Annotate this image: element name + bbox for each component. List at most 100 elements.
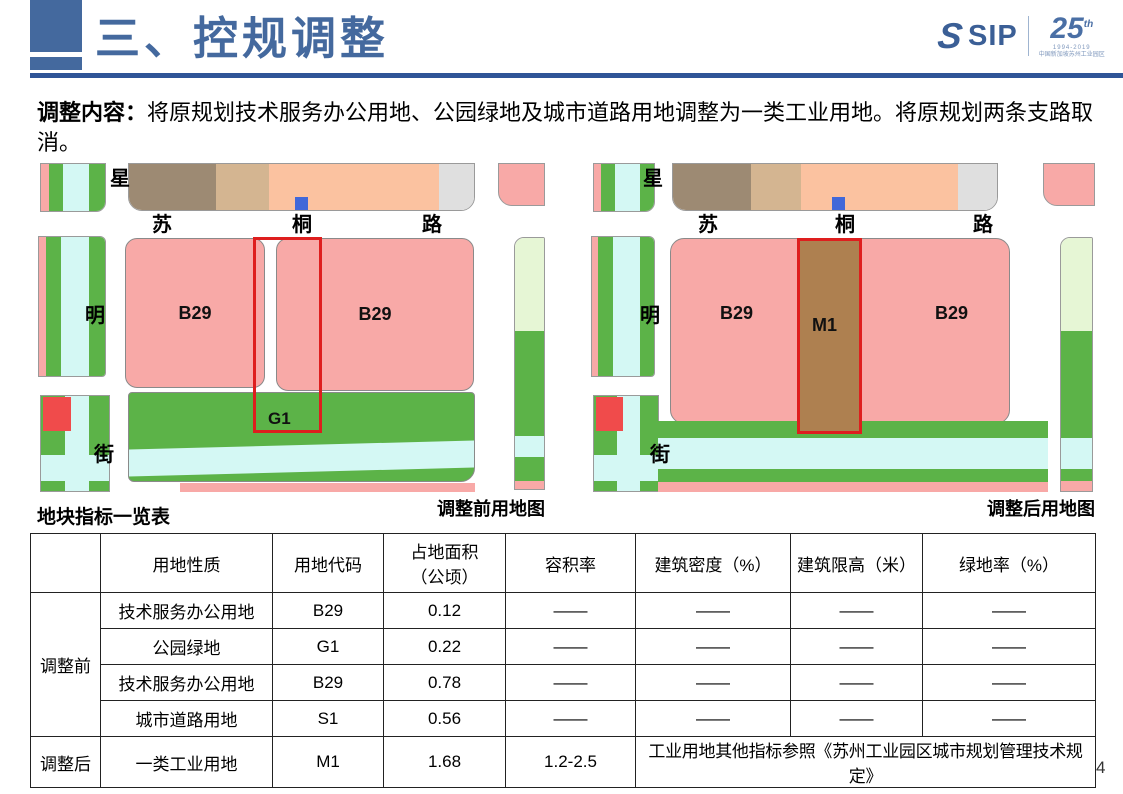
cell-land-use: 城市道路用地 [100,700,273,737]
sip-logo: S SIP 25th 1994-2019 中国新加坡苏州工业园区 [935,10,1118,62]
street-label: 街 [650,444,670,466]
anniversary-number: 25 [1050,12,1084,45]
greenbelt-strip [593,163,655,212]
highlight-label: G1 [268,409,291,428]
south-parcel-edge [180,483,475,492]
anniversary-tagline: 中国新加坡苏州工业园区 [1038,52,1105,58]
group-before-label: 调整前 [30,592,101,737]
cell-green: —— [922,700,1096,737]
greenbelt-strip [514,237,545,490]
blue-marker [832,197,845,210]
group-after-label: 调整后 [30,736,101,788]
cell-far: —— [505,628,636,665]
header-area: 占地面积 （公顷） [383,533,506,593]
street-label: 星 [643,168,663,190]
cell-area: 0.56 [383,700,506,737]
cell-code: S1 [272,700,384,737]
cell-land-use: 技术服务办公用地 [100,592,273,629]
red-highlight-box [253,237,322,433]
parcel-label: B29 [358,304,392,324]
cell-height: —— [790,592,923,629]
description-text: 将原规划技术服务办公用地、公园绿地及城市道路用地调整为一类工业用地。将原规划两条… [37,100,1094,155]
greenbelt-strip [591,236,655,377]
table-row: 公园绿地 G1 0.22 —— —— —— —— [31,628,1096,665]
street-label: 路 [973,214,993,236]
red-parcel-marker [596,397,623,431]
street-label: 街 [94,444,114,466]
sip-swoosh-icon: S [935,15,965,56]
cell-far: —— [505,700,636,737]
north-parcels [672,163,998,211]
canal [129,440,474,477]
sip-logo-text: SIP [968,19,1018,52]
table-title: 地块指标一览表 [37,507,171,528]
cell-land-use: 技术服务办公用地 [100,664,273,701]
cell-green: —— [922,628,1096,665]
parcel-label: B29 [178,302,212,323]
street-label: 明 [640,305,660,327]
cell-area: 0.22 [383,628,506,665]
parcel-label: B29 [720,303,754,323]
cell-land-use: 公园绿地 [100,628,273,665]
cell-height: —— [790,700,923,737]
canal [594,455,658,481]
before-map: B29 B29 G1 星 明 街 苏 桐 路 [30,163,545,492]
anniversary-years: 1994-2019 [1052,45,1091,51]
cell-green: —— [922,664,1096,701]
parcel-indicator-table: 用地性质 用地代码 占地面积 （公顷） 容积率 建筑密度（%） 建筑限高（米） … [30,533,1096,788]
table-header-row: 用地性质 用地代码 占地面积 （公顷） 容积率 建筑密度（%） 建筑限高（米） … [30,533,1096,593]
cell-far: —— [505,664,636,701]
cell-density: —— [635,592,791,629]
corner-parcel [1043,163,1095,206]
header-land-use: 用地性质 [100,533,273,593]
cell-note: 工业用地其他指标参照《苏州工业园区城市规划管理技术规定》 [635,736,1096,788]
cell-land-use: 一类工业用地 [100,736,273,788]
red-parcel-marker [43,397,71,431]
cell-area: 0.12 [383,592,506,629]
canal [41,455,109,481]
after-map-caption: 调整后用地图 [987,499,1095,519]
north-parcels [128,163,475,211]
street-label: 路 [422,214,442,236]
page-title: 三、控规调整 [95,13,390,64]
blue-marker [295,197,308,210]
table-row: 技术服务办公用地 B29 0.78 —— —— —— —— [31,664,1096,701]
cell-code: M1 [272,736,384,788]
street-label: 明 [85,305,105,327]
cell-height: —— [790,664,923,701]
highlight-label: M1 [812,315,838,335]
cell-code: B29 [272,592,384,629]
after-map: B29 B29 M1 星 明 街 苏 桐 路 [590,163,1095,492]
street-label: 苏 [698,214,718,236]
cell-density: —— [635,628,791,665]
title-accent-square [30,0,82,52]
header-blank [30,533,101,593]
greenbelt-strip [1060,237,1093,492]
header-height: 建筑限高（米） [790,533,923,593]
greenbelt-strip [38,236,106,377]
page-number: 4 [1096,758,1106,777]
street-label: 星 [110,168,130,190]
header-green-ratio: 绿地率（%） [922,533,1096,593]
parcel-label: B29 [935,303,969,323]
cell-far: —— [505,592,636,629]
cell-area: 0.78 [383,664,506,701]
park-green-band [128,392,475,482]
cell-density: —— [635,700,791,737]
street-label: 桐 [292,214,312,236]
cell-green: —— [922,592,1096,629]
parcel-b29-right: B29 [276,238,474,391]
table-row-after: 调整后 一类工业用地 M1 1.68 1.2-2.5 工业用地其他指标参照《苏州… [30,736,1096,788]
adjustment-description: 调整内容：将原规划技术服务办公用地、公园绿地及城市道路用地调整为一类工业用地。将… [37,98,1097,158]
cell-code: G1 [272,628,384,665]
cell-height: —— [790,628,923,665]
cell-code: B29 [272,664,384,701]
table-row: 调整前 技术服务办公用地 B29 0.12 —— —— —— —— [30,592,1096,737]
description-label: 调整内容： [37,100,148,125]
anniversary-mark: 25th 1994-2019 中国新加坡苏州工业园区 [1038,12,1105,59]
cell-density: —— [635,664,791,701]
header-density: 建筑密度（%） [635,533,791,593]
m1-highlight-box [797,238,862,434]
parcel-b29-left: B29 [125,238,265,388]
